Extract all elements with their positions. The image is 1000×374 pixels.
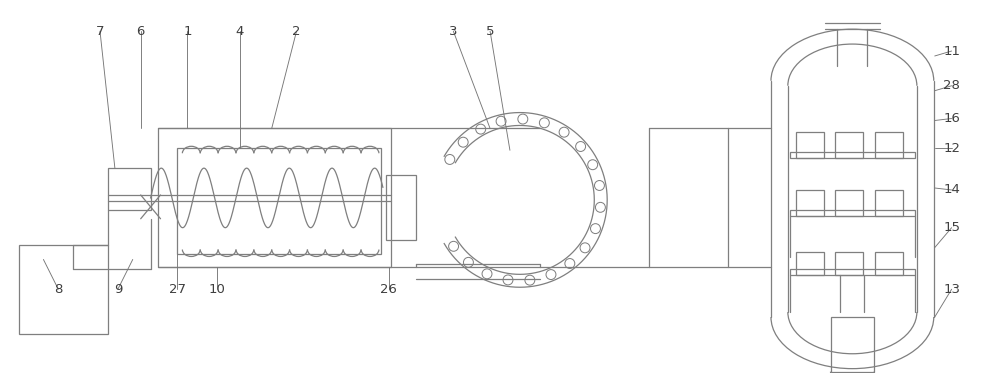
Bar bbox=[108, 168, 151, 210]
Bar bbox=[796, 132, 824, 158]
Text: 3: 3 bbox=[449, 25, 458, 38]
Text: 6: 6 bbox=[137, 25, 145, 38]
Bar bbox=[790, 210, 915, 216]
Bar bbox=[790, 269, 915, 275]
Text: 2: 2 bbox=[292, 25, 301, 38]
Text: 11: 11 bbox=[943, 45, 960, 58]
Text: 26: 26 bbox=[380, 283, 397, 296]
Text: 7: 7 bbox=[96, 25, 104, 38]
Text: 28: 28 bbox=[943, 79, 960, 92]
Bar bbox=[875, 252, 903, 275]
Bar bbox=[790, 152, 915, 158]
Bar bbox=[19, 245, 108, 334]
Bar bbox=[835, 252, 863, 275]
Text: 13: 13 bbox=[943, 283, 960, 296]
Text: 14: 14 bbox=[943, 184, 960, 196]
Text: 1: 1 bbox=[183, 25, 192, 38]
Bar bbox=[158, 128, 391, 267]
Bar bbox=[835, 190, 863, 216]
Text: 27: 27 bbox=[169, 283, 186, 296]
Text: 12: 12 bbox=[943, 142, 960, 155]
Bar bbox=[796, 252, 824, 275]
Bar bbox=[177, 148, 381, 254]
Text: 16: 16 bbox=[943, 112, 960, 125]
Text: 5: 5 bbox=[486, 25, 494, 38]
Bar bbox=[386, 175, 416, 240]
Bar bbox=[831, 317, 874, 372]
Bar bbox=[796, 190, 824, 216]
Text: 10: 10 bbox=[209, 283, 226, 296]
Bar bbox=[875, 190, 903, 216]
Text: 9: 9 bbox=[114, 283, 122, 296]
Text: 15: 15 bbox=[943, 221, 960, 234]
Bar bbox=[875, 132, 903, 158]
Bar bbox=[835, 132, 863, 158]
Text: 4: 4 bbox=[236, 25, 244, 38]
Text: 8: 8 bbox=[54, 283, 62, 296]
